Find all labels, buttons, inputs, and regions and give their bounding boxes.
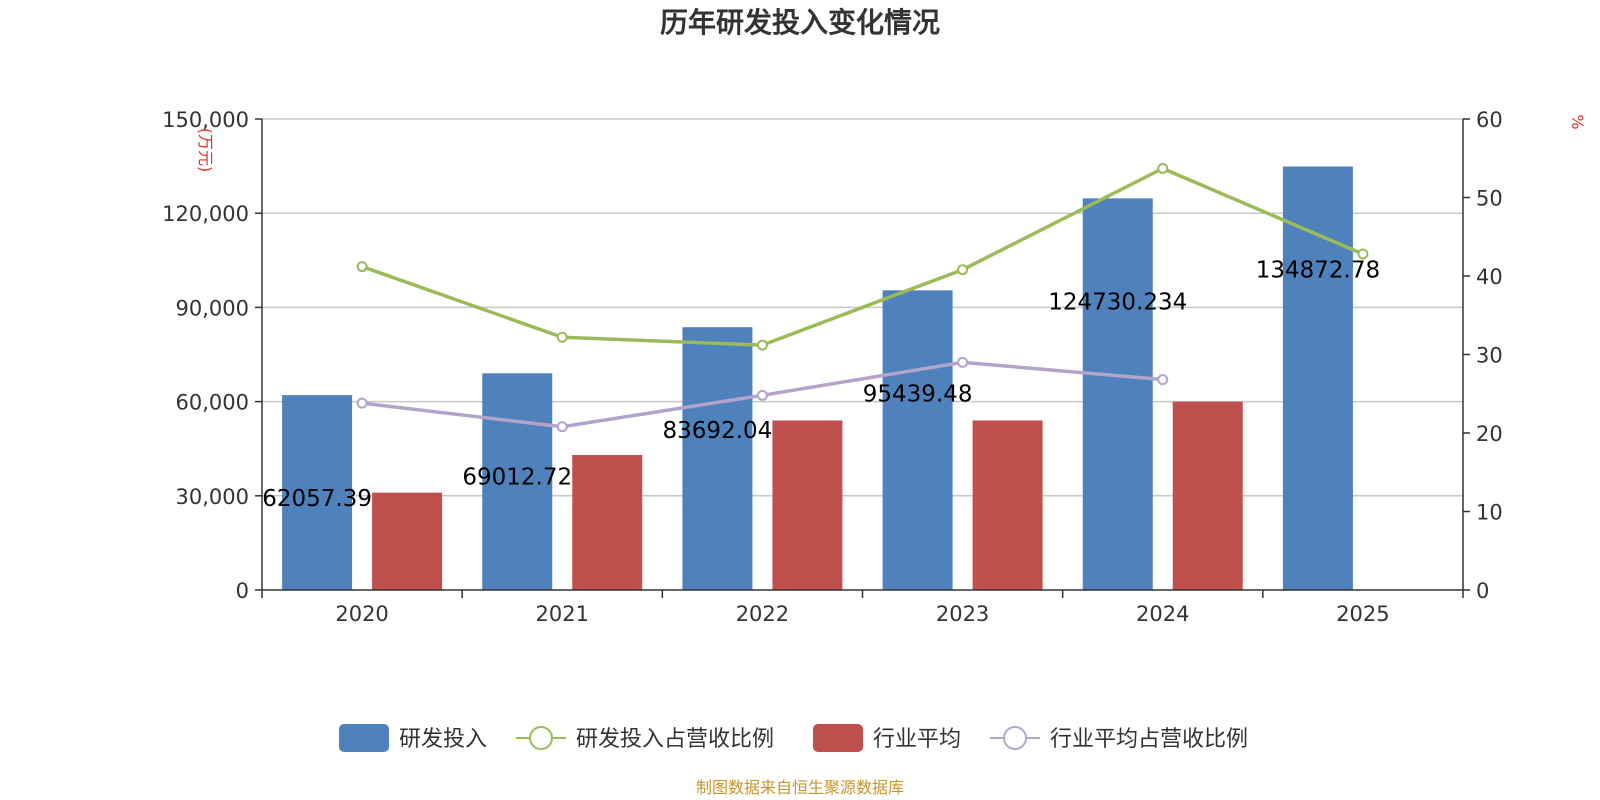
line-point[interactable] [1157, 374, 1169, 386]
bar-2020[interactable] [372, 492, 443, 590]
x-axis-tick-label: 2020 [335, 602, 388, 626]
bar-value-label: 134872.78 [1256, 257, 1380, 283]
line-point[interactable] [556, 421, 568, 433]
legend-item[interactable]: 行业平均 [813, 724, 961, 752]
bar-2021[interactable] [572, 454, 643, 590]
line-point[interactable] [957, 356, 969, 368]
bar-value-label: 69012.72 [462, 464, 572, 490]
legend-swatch-marker [1003, 726, 1027, 750]
line-point[interactable] [957, 264, 969, 276]
x-axis-tick-label: 2023 [936, 602, 989, 626]
left-axis-tick-label: 60,000 [176, 391, 249, 415]
bar-2022[interactable] [682, 327, 753, 590]
legend-item[interactable]: 研发投入 [339, 724, 487, 752]
x-axis-tick-label: 2025 [1336, 602, 1389, 626]
line-point[interactable] [1357, 248, 1369, 260]
right-axis-tick-label: 0 [1476, 579, 1489, 603]
line-point[interactable] [756, 389, 768, 401]
bar-2023[interactable] [972, 420, 1043, 590]
bar-2020[interactable] [282, 395, 353, 590]
data-labels-layer: 62057.39 69012.72 83692.04 95439.48 124730.2… [262, 257, 1380, 512]
x-axis-tick-label: 2024 [1136, 602, 1189, 626]
legend-item[interactable]: 研发投入占营收比例 [516, 726, 774, 752]
bar-2022[interactable] [772, 420, 843, 590]
left-axis-tick-label: 90,000 [176, 296, 249, 320]
right-axis-unit: % [1568, 114, 1587, 129]
legend-label: 行业平均 [873, 727, 961, 752]
line-point[interactable] [556, 331, 568, 343]
x-axis-tick-label: 2021 [536, 602, 589, 626]
legend-swatch-marker [529, 726, 553, 750]
right-axis-tick-label: 50 [1476, 187, 1503, 211]
legend[interactable]: 研发投入 研发投入占营收比例 行业平均 行业平均占营收比例 [339, 724, 1248, 752]
legend-swatch [339, 724, 389, 752]
line-point[interactable] [756, 339, 768, 351]
bar-2023[interactable] [882, 290, 953, 590]
left-axis-unit: (万元) [196, 128, 215, 173]
bar-value-label: 124730.234 [1048, 289, 1187, 315]
bar-2024[interactable] [1082, 198, 1153, 591]
right-axis-tick-label: 30 [1476, 344, 1503, 368]
right-axis-tick-label: 10 [1476, 501, 1503, 525]
left-axis-tick-label: 120,000 [162, 202, 249, 226]
legend-swatch [813, 724, 863, 752]
bar-2021[interactable] [482, 373, 553, 590]
left-axis-tick-label: 150,000 [162, 108, 249, 132]
left-axis-tick-label: 0 [236, 579, 249, 603]
legend-item[interactable]: 行业平均占营收比例 [990, 726, 1248, 752]
bar-2024[interactable] [1172, 401, 1243, 590]
bar-value-label: 62057.39 [262, 486, 372, 512]
axes-layer: 0 30,000 60,000 90,000 120,000 150,000 0 10 20 30… [162, 108, 1503, 626]
bar-value-label: 95439.48 [863, 381, 973, 407]
legend-label: 研发投入占营收比例 [576, 727, 774, 752]
right-axis-tick-label: 60 [1476, 108, 1503, 132]
line-point[interactable] [356, 397, 368, 409]
line-point[interactable] [1157, 162, 1169, 174]
chart-title: 历年研发投入变化情况 [660, 6, 940, 39]
bar-value-label: 83692.04 [663, 418, 773, 444]
legend-label: 行业平均占营收比例 [1050, 727, 1248, 752]
bar-2025[interactable] [1282, 166, 1353, 591]
bars-layer [282, 166, 1353, 591]
left-axis-tick-label: 30,000 [176, 485, 249, 509]
series-line [361, 166, 1364, 347]
right-axis-tick-label: 20 [1476, 422, 1503, 446]
x-axis-tick-label: 2022 [736, 602, 789, 626]
legend-label: 研发投入 [399, 727, 487, 752]
lines-layer [356, 162, 1369, 433]
right-axis-tick-label: 40 [1476, 265, 1503, 289]
source-note: 制图数据来自恒生聚源数据库 [696, 778, 904, 797]
line-point[interactable] [356, 261, 368, 273]
